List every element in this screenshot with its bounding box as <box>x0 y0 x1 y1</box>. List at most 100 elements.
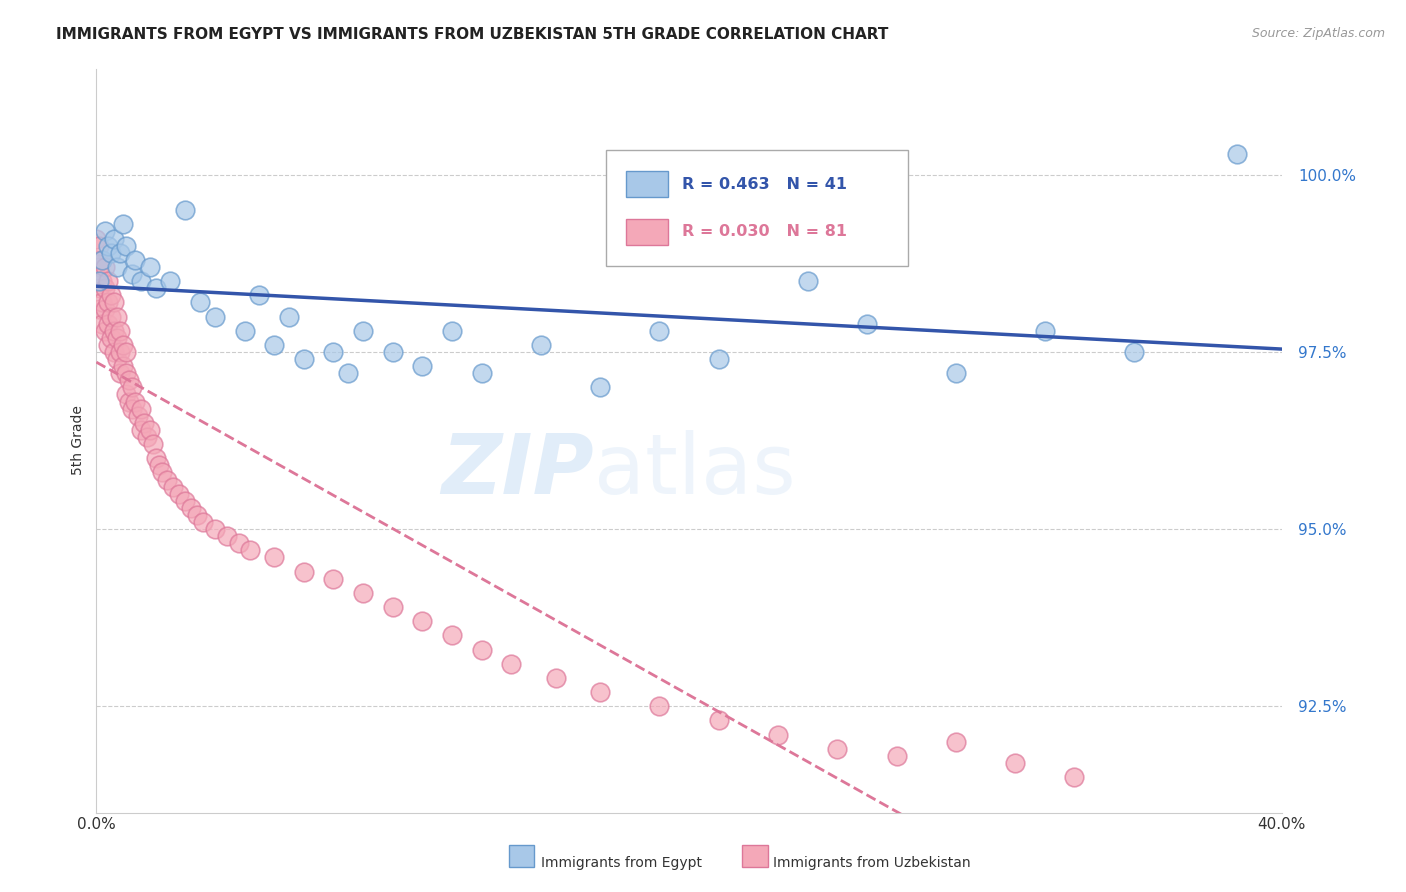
Point <box>89 260 111 274</box>
Point <box>94 324 117 338</box>
Point <box>1122 345 1144 359</box>
Point <box>91 252 114 267</box>
Point <box>186 508 208 522</box>
Bar <box>626 219 668 244</box>
Point <box>292 565 315 579</box>
Point <box>97 274 120 288</box>
Point <box>1033 324 1056 338</box>
Point <box>856 317 879 331</box>
Point <box>945 366 967 380</box>
Point <box>105 352 128 367</box>
Point <box>112 338 135 352</box>
Point <box>233 324 256 338</box>
Text: R = 0.030   N = 81: R = 0.030 N = 81 <box>682 224 846 239</box>
Point <box>148 458 170 473</box>
Point <box>91 317 114 331</box>
Point <box>145 451 167 466</box>
Point <box>108 245 131 260</box>
Point <box>108 345 131 359</box>
Point <box>129 401 152 416</box>
Point <box>115 345 138 359</box>
Point <box>322 572 344 586</box>
Point <box>103 324 125 338</box>
Point <box>263 338 285 352</box>
Point <box>97 295 120 310</box>
Point <box>263 550 285 565</box>
Point <box>100 331 122 345</box>
Point <box>112 359 135 373</box>
Point <box>191 515 214 529</box>
Point <box>381 345 404 359</box>
Point <box>945 734 967 748</box>
Point <box>94 225 117 239</box>
Point <box>115 387 138 401</box>
Point <box>352 324 374 338</box>
Point <box>1004 756 1026 770</box>
Point <box>105 260 128 274</box>
Point <box>589 685 612 699</box>
Point <box>204 310 226 324</box>
Point <box>94 281 117 295</box>
Point <box>648 699 671 714</box>
FancyBboxPatch shape <box>606 151 908 266</box>
Point <box>471 642 494 657</box>
Point <box>1226 146 1249 161</box>
Point <box>174 493 197 508</box>
Point <box>97 317 120 331</box>
Point <box>100 310 122 324</box>
Point <box>188 295 211 310</box>
Point <box>121 401 143 416</box>
Point <box>827 741 849 756</box>
Point <box>124 394 146 409</box>
Point <box>86 252 108 267</box>
Point <box>337 366 360 380</box>
Point <box>89 238 111 252</box>
Point <box>105 310 128 324</box>
Point <box>247 288 270 302</box>
Point <box>204 522 226 536</box>
Point <box>105 331 128 345</box>
Point <box>215 529 238 543</box>
Point <box>100 245 122 260</box>
Point <box>132 416 155 430</box>
Point <box>530 338 553 352</box>
Point <box>381 600 404 615</box>
Point <box>648 324 671 338</box>
Point <box>108 366 131 380</box>
Point <box>886 748 908 763</box>
Point <box>766 728 789 742</box>
Point <box>118 373 141 387</box>
Point <box>138 423 160 437</box>
Point <box>278 310 301 324</box>
Point <box>129 423 152 437</box>
Point <box>103 295 125 310</box>
Point <box>162 480 184 494</box>
Text: Source: ZipAtlas.com: Source: ZipAtlas.com <box>1251 27 1385 40</box>
Point <box>589 380 612 394</box>
Point <box>86 231 108 245</box>
Point <box>94 302 117 317</box>
Text: Immigrants from Egypt: Immigrants from Egypt <box>541 856 703 871</box>
Point <box>118 394 141 409</box>
Point <box>440 628 463 642</box>
Point <box>544 671 567 685</box>
Point <box>124 252 146 267</box>
Text: ZIP: ZIP <box>441 430 595 511</box>
Point <box>471 366 494 380</box>
Point <box>89 302 111 317</box>
Point <box>440 324 463 338</box>
Point <box>796 274 818 288</box>
Y-axis label: 5th Grade: 5th Grade <box>72 406 86 475</box>
Point <box>501 657 523 671</box>
Point <box>94 260 117 274</box>
Point <box>86 274 108 288</box>
Point <box>707 714 730 728</box>
Point <box>174 203 197 218</box>
Point <box>138 260 160 274</box>
Point <box>91 274 114 288</box>
Point <box>89 274 111 288</box>
Point <box>142 437 165 451</box>
Point <box>322 345 344 359</box>
Point <box>180 500 202 515</box>
Text: Immigrants from Uzbekistan: Immigrants from Uzbekistan <box>773 856 972 871</box>
